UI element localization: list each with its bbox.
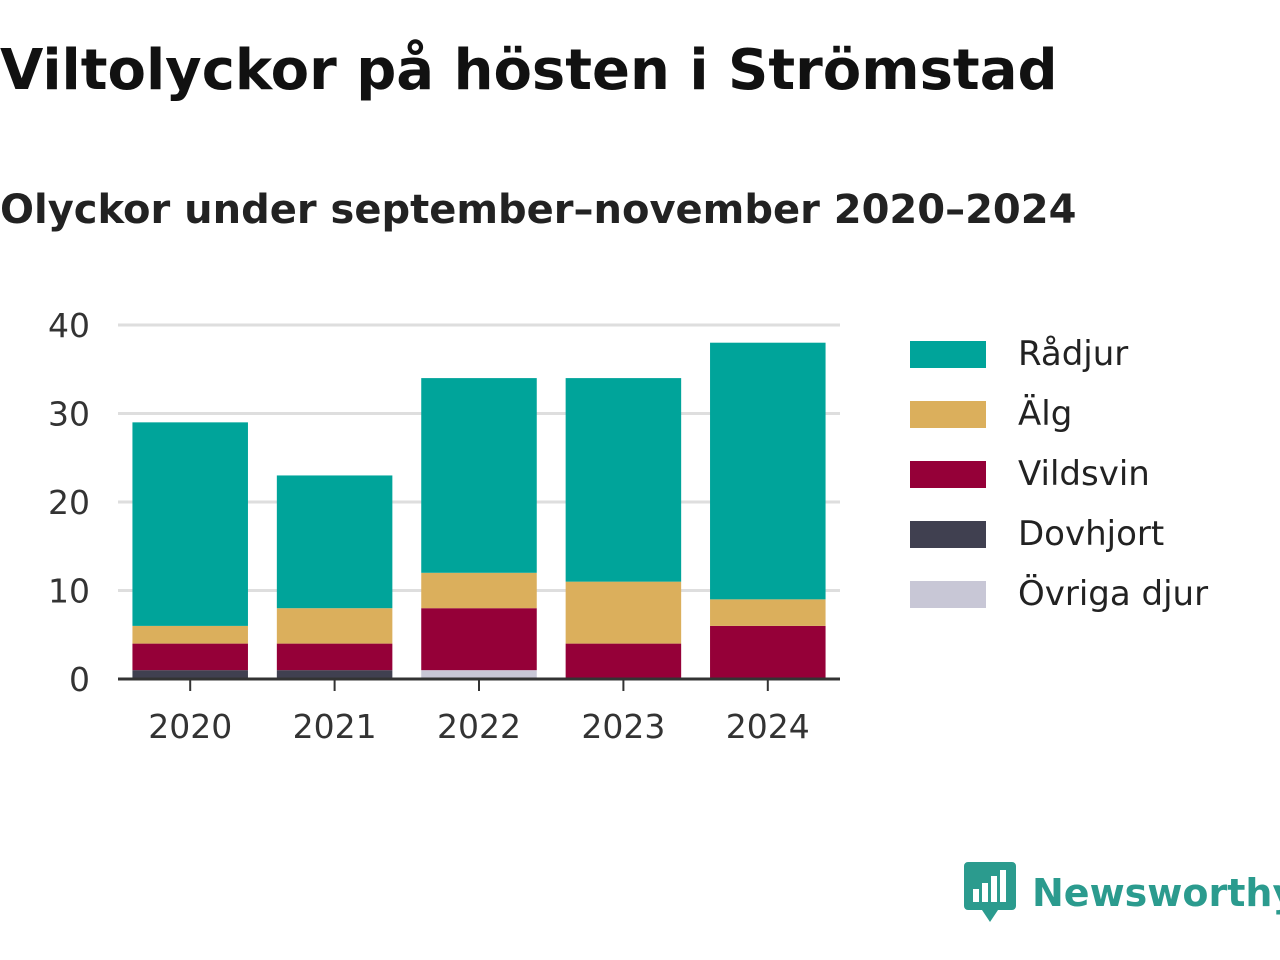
legend-item-vildsvin: Vildsvin: [910, 454, 1208, 494]
brand-footer: Newsworthy: [964, 862, 1280, 924]
legend-label-dovhjort: Dovhjort: [1018, 514, 1165, 554]
bar-vildsvin-2022: [421, 608, 537, 671]
bars: [132, 342, 826, 679]
chart-subtitle: Olyckor under september–november 2020–20…: [0, 187, 1077, 233]
bar-vildsvin-2024: [710, 625, 826, 679]
bar-radjur-2024: [710, 342, 826, 600]
newsworthy-logo-icon: [964, 862, 1016, 922]
legend-swatch-vildsvin: [910, 460, 986, 488]
legend-item-ovriga-djur: Övriga djur: [910, 574, 1208, 614]
legend-label-ovriga-djur: Övriga djur: [1018, 574, 1209, 614]
x-tick-label-2022: 2022: [437, 707, 521, 746]
legend-swatch-ovriga-djur: [910, 580, 986, 608]
x-tick-label-2023: 2023: [581, 707, 665, 746]
bar-alg-2024: [710, 599, 826, 626]
legend-item-alg: Älg: [910, 394, 1208, 434]
legend-label-vildsvin: Vildsvin: [1018, 454, 1150, 494]
bar-radjur-2021: [276, 475, 393, 609]
bar-ovriga-djur-2022: [421, 670, 537, 679]
bar-dovhjort-2021: [276, 670, 393, 679]
bar-radjur-2022: [421, 378, 537, 573]
y-tick-label-20: 20: [48, 483, 90, 522]
bar-radjur-2020: [132, 422, 248, 626]
bar-radjur-2023: [565, 378, 682, 582]
bar-alg-2022: [421, 572, 537, 609]
legend-label-alg: Älg: [1018, 394, 1073, 434]
y-tick-label-0: 0: [69, 660, 90, 699]
bar-vildsvin-2021: [276, 643, 393, 671]
x-axis-tick-labels: 2020 2021 2022 2023 2024: [148, 707, 810, 746]
legend-swatch-alg: [910, 400, 986, 428]
bar-vildsvin-2020: [132, 643, 248, 671]
bar-alg-2023: [565, 581, 682, 644]
x-tick-label-2024: 2024: [726, 707, 810, 746]
legend-swatch-radjur: [910, 340, 986, 368]
y-tick-label-10: 10: [48, 572, 90, 611]
bar-alg-2020: [132, 625, 248, 644]
y-tick-label-40: 40: [48, 306, 90, 345]
x-axis: [118, 677, 840, 691]
legend-swatch-dovhjort: [910, 520, 986, 548]
bar-dovhjort-2020: [132, 670, 248, 679]
y-axis-tick-labels: 0 10 20 30 40: [48, 306, 90, 699]
y-tick-label-30: 30: [48, 395, 90, 434]
bar-alg-2021: [276, 608, 393, 644]
legend-item-dovhjort: Dovhjort: [910, 514, 1208, 554]
chart-legend: Rådjur Älg Vildsvin Dovhjort Övriga djur: [910, 334, 1208, 634]
bar-vildsvin-2023: [565, 643, 682, 679]
chart-title: Viltolyckor på hösten i Strömstad: [0, 38, 1058, 103]
x-tick-label-2021: 2021: [293, 707, 377, 746]
brand-name: Newsworthy: [1032, 871, 1280, 915]
x-tick-label-2020: 2020: [148, 707, 232, 746]
legend-item-radjur: Rådjur: [910, 334, 1208, 374]
legend-label-radjur: Rådjur: [1018, 334, 1129, 374]
